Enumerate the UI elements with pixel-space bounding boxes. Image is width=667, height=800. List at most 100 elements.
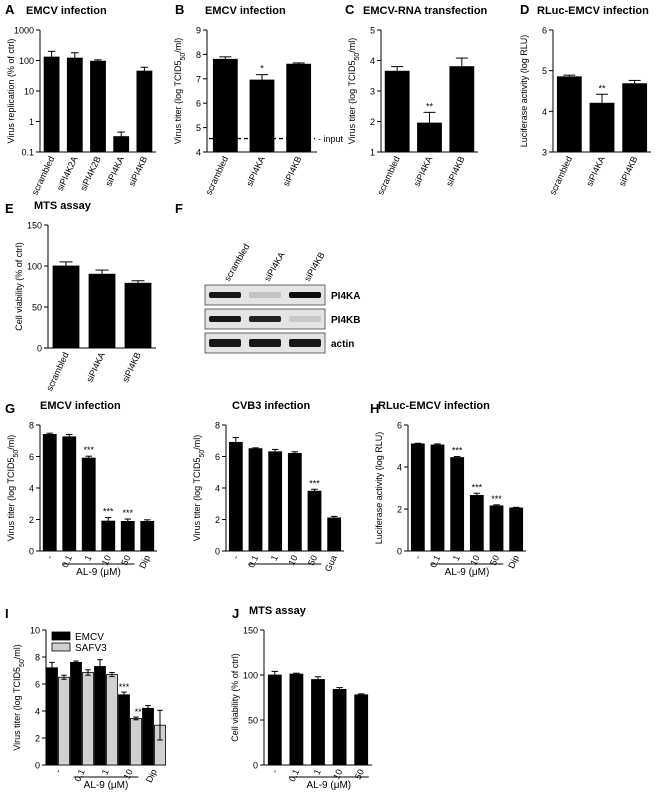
y-tick-label: 6 [196,99,201,109]
y-tick-label: 50 [248,716,258,726]
bar [417,122,442,153]
x-tick-label: - [269,768,279,775]
bar [327,517,342,552]
y-tick-label: 100 [19,56,34,66]
x-tick-label: siPI4KA [412,155,435,188]
x-tick-label: siPI4K2A [55,155,80,193]
significance-label: ** [426,101,434,111]
bar-emcv [94,666,106,766]
y-tick-label: 150 [243,626,258,636]
y-axis-label: Luciferase activity (log RLU) [519,35,529,148]
y-tick-label: 4 [542,107,547,117]
chart-title: MTS assay [34,200,92,212]
x-tick-label: siPI4KB [444,155,467,188]
bar [81,457,96,552]
bar [268,451,283,552]
bar [90,60,106,153]
y-tick-label: 0 [397,547,402,557]
chart-panel-e: E MTS assay 0 50 100 150 Cell viability (% of … [5,200,156,392]
bar [113,136,130,153]
y-tick-label: 4 [370,56,375,66]
dose-group-label: AL-9 (μM) [76,567,121,578]
y-tick-label: 6 [397,421,402,431]
y-tick-label: 1 [29,117,34,127]
dose-group-label: AL-9 (μM) [306,780,351,791]
blot-band [249,339,281,347]
y-tick-label: 3 [370,87,375,97]
x-tick-label: scrambled [44,351,71,393]
panel-letter: F [175,201,183,216]
bar [136,70,153,153]
x-tick-label: 0.1 [72,768,86,784]
chart-title: EMCV infection [205,5,286,17]
y-tick-label: 5 [370,26,375,36]
blot-row-pi4kb: PI4KB [204,308,360,330]
bar [124,282,152,349]
bar [556,76,582,153]
blot-band [209,339,241,347]
y-tick-label: 7 [196,74,201,84]
x-tick-label: siPI4KB [120,351,143,384]
y-axis-label: Cell viability (% of ctrl) [14,242,24,331]
panel-letter: I [5,606,9,621]
chart-panel-b: B EMCV infection 4 5 6 7 8 9 Virus titer (log TC… [173,2,344,196]
bar-safv3 [130,718,142,766]
panel-letter: C [345,2,355,17]
x-tick-label: Dip [144,768,159,784]
panel-letter: B [175,2,184,17]
y-axis-label: Virus titer (log TCID550/ml) [192,435,206,542]
lane-label: siPI4KB [302,250,327,283]
y-tick-label: 6 [542,26,547,36]
y-tick-label: 2 [370,117,375,127]
blot-row-label: actin [331,339,354,350]
chart-title: EMCV infection [26,5,107,17]
bar [267,674,282,766]
bar [509,507,524,552]
y-tick-label: 50 [32,303,42,313]
bar-emcv [118,694,130,766]
y-tick-label: 9 [196,26,201,36]
x-tick-label: siPI4KB [617,155,640,188]
chart-panel-g2: CVB3 infection 0 2 4 6 8 Virus titer (log TCID… [192,400,344,573]
bar [489,505,504,552]
y-tick-label: 6 [35,680,40,690]
y-tick-label: 10 [24,87,34,97]
y-tick-label: 2 [35,734,40,744]
panel-letter: D [520,2,529,17]
blot-band [249,316,281,322]
x-tick-label: 10 [468,554,481,567]
blot-band [209,292,241,298]
bar [43,56,60,153]
x-tick-label: 1 [451,554,462,563]
x-tick-label: siPI4KA [584,155,607,188]
bar [384,70,410,153]
chart-title: EMCV infection [40,400,121,412]
x-tick-label: scrambled [30,155,57,197]
blot-row-label: PI4KB [331,315,360,326]
blot-band [209,316,241,322]
blot-membrane [204,284,326,306]
y-tick-label: 2 [397,505,402,515]
x-tick-label: scrambled [548,155,575,197]
chart-panel-c: C EMCV-RNA transfection 1 2 3 4 5 Virus titer (… [345,2,488,196]
bar [140,520,155,552]
y-tick-label: 3 [542,148,547,158]
bar [354,694,369,766]
x-tick-label: 1 [312,768,323,777]
x-tick-label: 1 [100,768,111,777]
x-tick-label: 0.1 [60,554,74,570]
y-axis-label: Virus titer (log TCID550/ml) [173,38,187,145]
chart-title: MTS assay [249,605,307,617]
y-tick-label: 1000 [14,26,34,36]
bar [42,434,57,552]
y-axis-label: Virus titer (log TCID550/ml) [12,644,26,751]
dose-group-label: AL-9 (μM) [84,780,129,791]
y-tick-label: 6 [215,452,220,462]
y-axis-label: Virus titer (log TCID550/ml) [6,435,20,542]
x-tick-label: - [412,554,422,561]
y-tick-label: 100 [243,671,258,681]
panel-letter: G [5,401,15,416]
panel-letter: J [232,606,239,621]
